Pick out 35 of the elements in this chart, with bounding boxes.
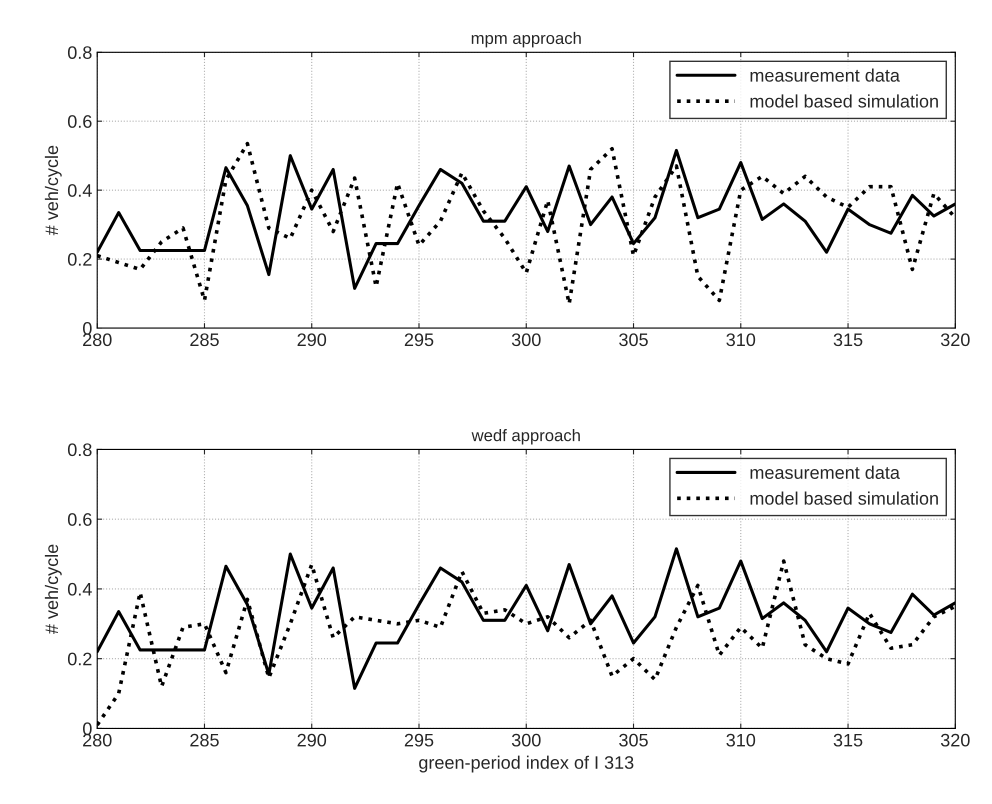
x-axis-title: green-period index of I 313 <box>419 756 634 773</box>
x-tick-label: 310 <box>726 734 756 747</box>
y-tick-label: 0.2 <box>68 253 92 266</box>
chart-title: mpm approach <box>472 32 581 48</box>
x-tick-label: 315 <box>834 333 862 346</box>
y-axis-title: # veh/cycle <box>44 544 62 634</box>
x-tick-label: 320 <box>940 333 970 346</box>
x-tick-label: 295 <box>404 333 434 346</box>
legend-label: model based simulation <box>750 94 938 108</box>
x-tick-label: 305 <box>619 734 648 747</box>
y-tick-label: 0.4 <box>68 582 92 596</box>
x-tick-label: 310 <box>726 333 756 346</box>
x-tick-label: 295 <box>404 734 434 747</box>
legend-label: measurement data <box>750 466 900 479</box>
x-tick-label: 305 <box>619 333 648 346</box>
y-tick-label: 0.8 <box>68 46 92 59</box>
chart-title: wedf approach <box>472 429 580 445</box>
x-tick-label: 300 <box>512 734 541 747</box>
x-tick-label: 300 <box>512 333 541 346</box>
y-axis-title: # veh/cycle <box>44 146 62 236</box>
y-tick-label: 0.4 <box>68 184 92 197</box>
x-tick-label: 290 <box>298 734 326 747</box>
x-tick-label: 285 <box>190 333 219 346</box>
y-tick-label: 0.6 <box>68 513 92 526</box>
legend-label: model based simulation <box>750 492 938 505</box>
y-tick-label: 0.6 <box>68 115 92 128</box>
x-tick-label: 315 <box>834 734 862 747</box>
x-tick-label: 320 <box>940 734 970 747</box>
x-tick-label: 285 <box>190 734 219 747</box>
legend-label: measurement data <box>750 68 900 82</box>
x-tick-label: 280 <box>83 333 112 346</box>
x-tick-label: 280 <box>83 734 112 747</box>
x-tick-label: 290 <box>298 333 326 346</box>
y-tick-label: 0.2 <box>68 652 92 666</box>
y-tick-label: 0.8 <box>68 443 92 456</box>
